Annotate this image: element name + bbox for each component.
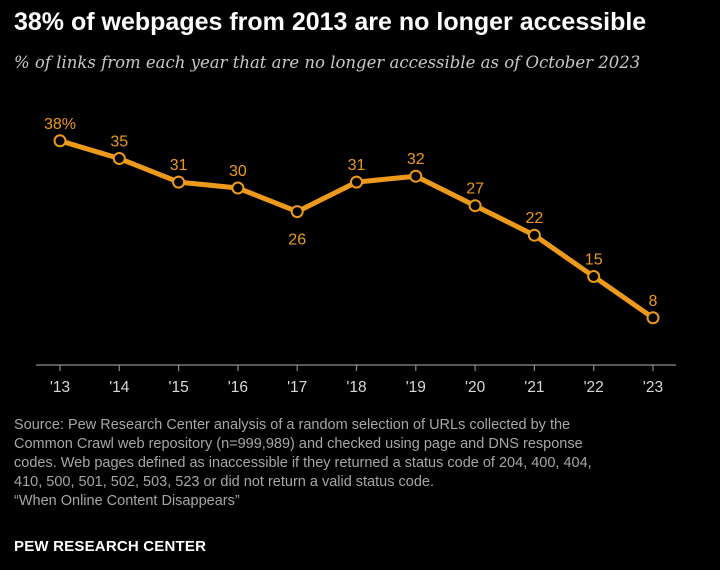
data-point [172,175,186,189]
x-tick-label: '23 [643,379,663,396]
data-point [587,270,601,283]
report-title: “When Online Content Disappears” [14,493,240,509]
data-label: 38% [44,116,76,133]
x-tick-label: '15 [168,379,188,396]
data-label: 27 [466,181,484,198]
data-point [350,175,363,189]
line-chart: '13 '14 '15 '16 '17 '18 '19 '20 '21 '22 '23 38% 35 31… [36,116,676,396]
x-tick-label: '13 [50,379,70,396]
data-label: 26 [288,232,306,249]
chart-title: 38% of webpages from 2013 are no longer … [14,8,647,36]
data-point [53,134,67,148]
source-line-1: Source: Pew Research Center analysis of … [14,417,571,433]
data-label: 32 [407,151,425,168]
source-note: Source: Pew Research Center analysis of … [14,416,704,511]
data-point [646,311,660,325]
chart-subtitle: % of links from each year that are no lo… [14,53,641,72]
data-label: 31 [348,157,366,174]
data-point [527,228,541,242]
x-tick-label: '21 [524,379,544,396]
x-tick-label: '19 [406,379,426,396]
source-line-4: 410, 500, 501, 502, 503, 523 or did not … [14,474,434,490]
x-tick-label: '20 [465,379,486,396]
data-label: 22 [526,210,544,227]
source-line-2: Common Crawl web repository (n=999,989) … [14,436,583,452]
data-label: 8 [649,293,658,310]
data-point [468,199,482,213]
data-label: 15 [585,252,603,269]
brand-logo-text: PEW RESEARCH CENTER [14,538,207,555]
x-tick-label: '16 [228,379,248,396]
x-tick-label: '22 [584,379,604,396]
x-tick-label: '14 [109,379,130,396]
data-label: 31 [170,157,188,174]
x-tick-label: '17 [287,379,307,396]
data-point [290,205,304,219]
data-label: 30 [229,163,247,180]
source-line-3: codes. Web pages defined as inaccessible… [14,455,592,471]
x-tick-label: '18 [346,379,366,396]
data-point [112,152,126,165]
data-point [409,169,423,183]
data-label: 35 [110,134,128,151]
data-point [231,181,245,195]
